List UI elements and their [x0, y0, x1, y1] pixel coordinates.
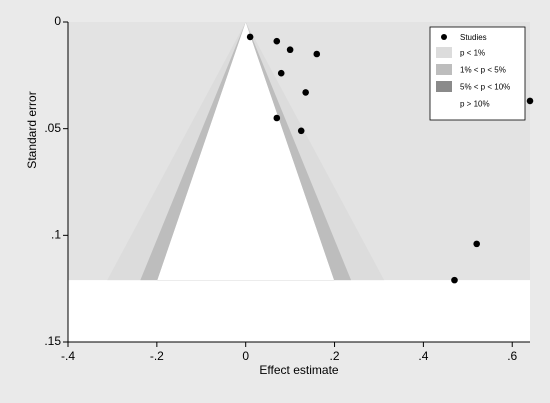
legend: Studies p < 1% 1% < p < 5% 5% < p < 10% p > …: [429, 26, 526, 121]
x-axis-label: Effect estimate: [259, 363, 338, 377]
legend-swatch-3: [436, 81, 452, 92]
study-point-6: [302, 89, 309, 96]
y-axis-label: Standard error: [25, 91, 39, 168]
contour-regions: [68, 22, 530, 281]
legend-swatch-1: [436, 47, 452, 58]
study-point-5: [277, 69, 285, 77]
study-point-1: [246, 33, 254, 41]
legend-label-2: 1% < p < 5%: [460, 66, 506, 75]
legend-swatch-4: [436, 98, 452, 109]
region-p-gt-10-inner: [157, 22, 335, 281]
study-point-10: [526, 97, 534, 105]
x-tick-label: .4: [418, 349, 428, 363]
axes: -.4 -.2 0 .2 .4 .6 0 .05 .1 .15 Effect estimate Sta…: [25, 14, 530, 377]
study-point-4: [313, 50, 321, 58]
study-point-12: [451, 276, 458, 284]
legend-swatch-2: [436, 64, 452, 75]
y-tick-label: .15: [44, 334, 61, 348]
x-tick-label: -.4: [61, 349, 75, 363]
legend-label-4: p > 10%: [460, 100, 490, 109]
y-tick-label: 0: [54, 14, 61, 28]
study-point-11: [473, 240, 480, 248]
study-point-3: [286, 46, 294, 54]
x-tick-label: 0: [242, 349, 249, 363]
x-tick-label: -.2: [150, 349, 164, 363]
study-point-8: [297, 127, 305, 135]
study-point-7: [273, 114, 281, 122]
y-tick-label: .05: [44, 121, 61, 135]
legend-label-3: 5% < p < 10%: [460, 83, 510, 92]
legend-label-1: p < 1%: [460, 49, 485, 58]
x-tick-label: .6: [507, 349, 517, 363]
study-point-2: [273, 37, 281, 45]
y-tick-label: .1: [51, 228, 61, 242]
legend-label-studies: Studies: [460, 33, 487, 42]
study-points: [246, 33, 534, 284]
x-tick-label: .2: [330, 349, 340, 363]
legend-marker-studies: [441, 34, 447, 40]
